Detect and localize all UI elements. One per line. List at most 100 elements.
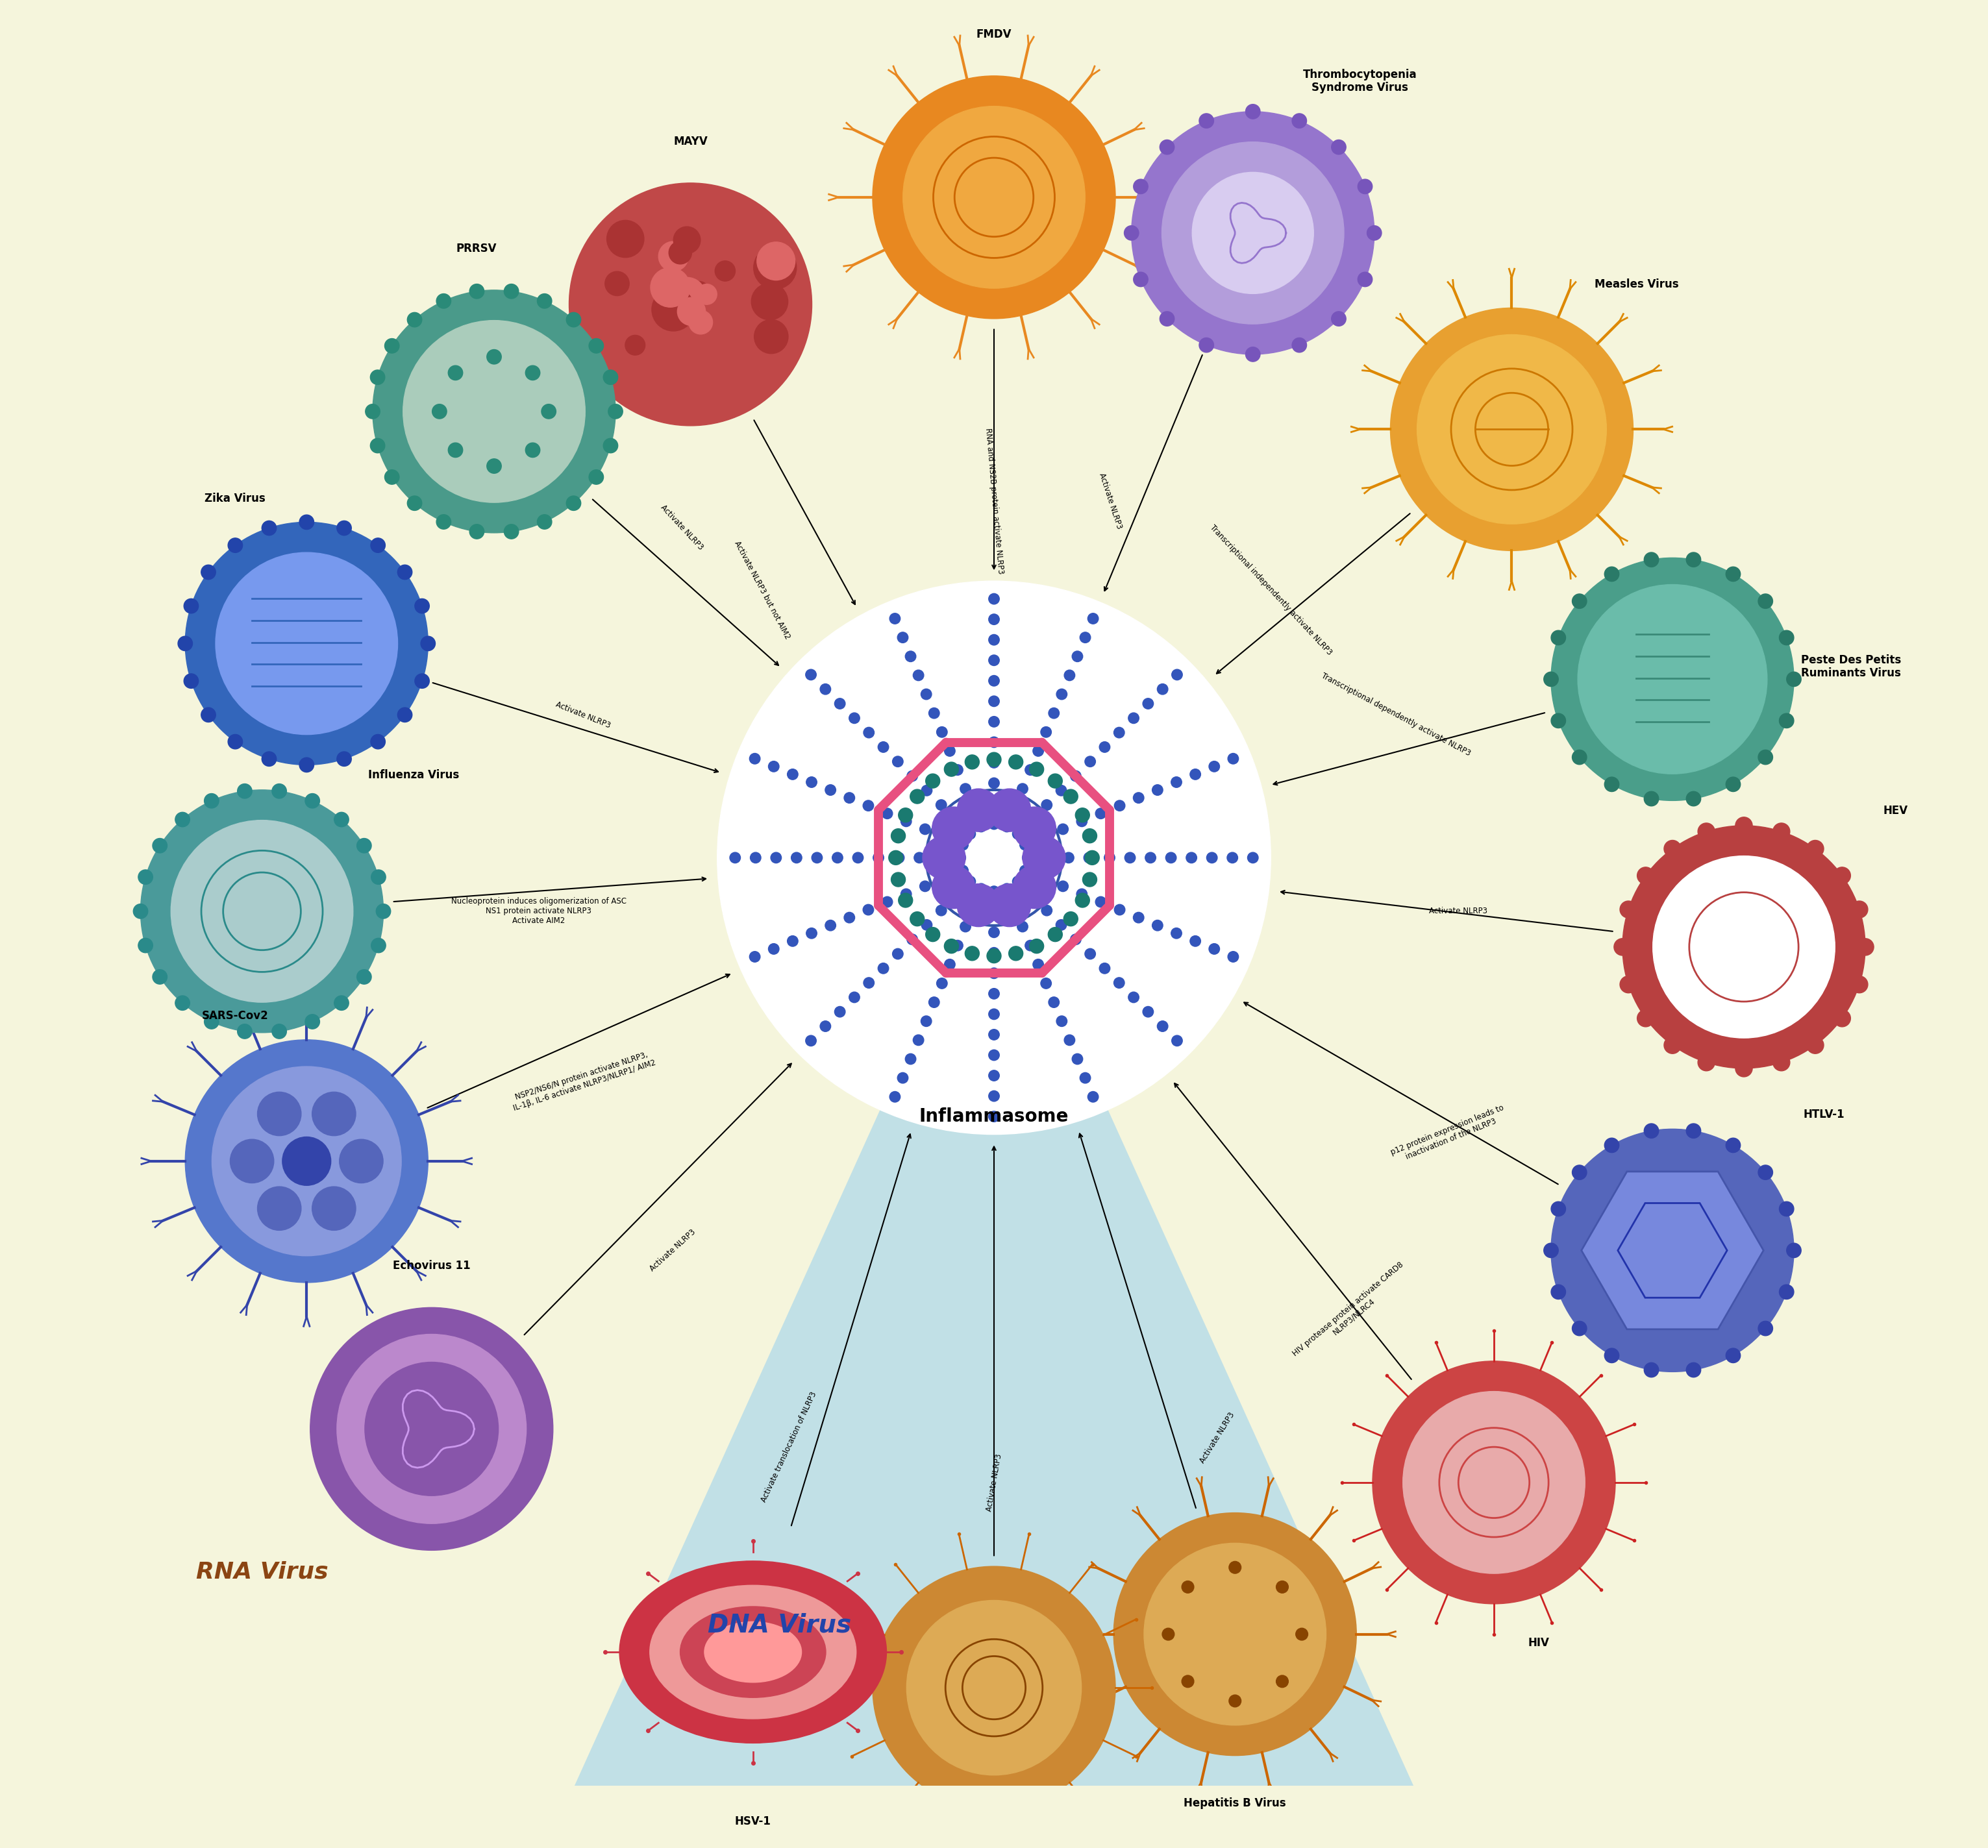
Circle shape <box>1246 103 1260 118</box>
Circle shape <box>944 745 954 756</box>
Circle shape <box>928 708 940 719</box>
Circle shape <box>988 1029 1000 1040</box>
Circle shape <box>849 713 859 723</box>
Circle shape <box>988 819 1000 830</box>
Text: Activate NLRP3 but not AIM2: Activate NLRP3 but not AIM2 <box>732 540 791 641</box>
Circle shape <box>1099 963 1109 974</box>
Circle shape <box>1248 852 1258 863</box>
Circle shape <box>1048 996 1060 1007</box>
Circle shape <box>1698 822 1716 841</box>
Circle shape <box>1807 1037 1823 1053</box>
Circle shape <box>336 752 352 767</box>
Circle shape <box>1143 1543 1326 1726</box>
Circle shape <box>1833 867 1851 883</box>
Text: RNA and NS2B protein activate NLRP3: RNA and NS2B protein activate NLRP3 <box>984 427 1004 575</box>
Circle shape <box>956 883 1000 926</box>
Circle shape <box>889 1092 901 1101</box>
Circle shape <box>1159 312 1175 325</box>
Circle shape <box>183 599 199 614</box>
Circle shape <box>1040 726 1052 737</box>
Circle shape <box>237 784 252 798</box>
Circle shape <box>873 1567 1115 1809</box>
Circle shape <box>1083 872 1097 887</box>
Circle shape <box>805 1035 817 1046</box>
Circle shape <box>907 1600 1081 1776</box>
Circle shape <box>1686 1362 1702 1377</box>
Circle shape <box>1276 1580 1288 1593</box>
Circle shape <box>976 883 986 894</box>
Circle shape <box>1095 896 1105 907</box>
Circle shape <box>845 793 855 804</box>
Circle shape <box>879 741 889 752</box>
Circle shape <box>688 281 710 303</box>
Circle shape <box>845 913 855 922</box>
Circle shape <box>282 1137 330 1185</box>
Circle shape <box>356 970 372 985</box>
Circle shape <box>956 789 1000 832</box>
Circle shape <box>1614 939 1630 955</box>
Circle shape <box>1020 865 1030 876</box>
Circle shape <box>1209 944 1219 954</box>
Text: HTLV-1: HTLV-1 <box>1803 1109 1845 1120</box>
Circle shape <box>262 521 276 536</box>
Text: Activate NLRP3: Activate NLRP3 <box>555 700 612 730</box>
Circle shape <box>1292 338 1306 353</box>
Circle shape <box>1171 669 1183 680</box>
Circle shape <box>171 821 354 1002</box>
Circle shape <box>602 370 618 384</box>
Circle shape <box>1070 933 1081 944</box>
Circle shape <box>1227 852 1239 863</box>
Circle shape <box>825 785 835 795</box>
Circle shape <box>366 1362 499 1495</box>
Circle shape <box>1644 1124 1658 1138</box>
Circle shape <box>469 285 485 299</box>
Circle shape <box>1644 791 1658 806</box>
Circle shape <box>1545 673 1559 686</box>
Circle shape <box>986 752 1002 767</box>
Ellipse shape <box>680 1606 825 1698</box>
Circle shape <box>356 839 372 854</box>
Circle shape <box>1085 756 1095 767</box>
Circle shape <box>833 852 843 863</box>
Circle shape <box>537 294 553 309</box>
Circle shape <box>175 813 189 826</box>
Circle shape <box>652 288 694 331</box>
Circle shape <box>1573 1164 1586 1179</box>
Circle shape <box>905 1053 916 1064</box>
Circle shape <box>376 904 392 918</box>
Circle shape <box>370 438 386 453</box>
Circle shape <box>901 889 912 900</box>
Circle shape <box>372 870 386 885</box>
Circle shape <box>988 989 1000 1000</box>
Circle shape <box>1153 920 1163 931</box>
Circle shape <box>1034 959 1044 970</box>
Circle shape <box>897 1072 909 1083</box>
Circle shape <box>954 852 966 863</box>
Text: p12 protein expression leads to
inactivation of the NLRP3: p12 protein expression leads to inactiva… <box>1390 1103 1509 1166</box>
Circle shape <box>1773 822 1789 841</box>
Circle shape <box>213 1066 402 1257</box>
Circle shape <box>821 1020 831 1031</box>
Circle shape <box>1573 750 1586 765</box>
Circle shape <box>863 978 875 989</box>
Text: Activate NLRP3: Activate NLRP3 <box>984 1453 1004 1512</box>
Circle shape <box>807 776 817 787</box>
Circle shape <box>1018 922 1028 931</box>
Circle shape <box>757 242 795 281</box>
Circle shape <box>1545 1244 1559 1258</box>
Circle shape <box>1171 928 1181 939</box>
Circle shape <box>1181 1580 1195 1593</box>
Circle shape <box>1070 771 1081 782</box>
Text: Measles Virus: Measles Virus <box>1594 279 1678 290</box>
Circle shape <box>1686 1124 1702 1138</box>
Text: Activate NLRP3: Activate NLRP3 <box>1199 1410 1237 1465</box>
Text: HEV: HEV <box>1883 806 1908 817</box>
Circle shape <box>920 785 932 796</box>
Circle shape <box>229 734 243 748</box>
Circle shape <box>1083 828 1097 843</box>
Circle shape <box>185 1040 427 1283</box>
Circle shape <box>1129 713 1139 723</box>
Circle shape <box>1123 225 1139 240</box>
Circle shape <box>1726 1138 1740 1153</box>
Circle shape <box>988 593 1000 604</box>
